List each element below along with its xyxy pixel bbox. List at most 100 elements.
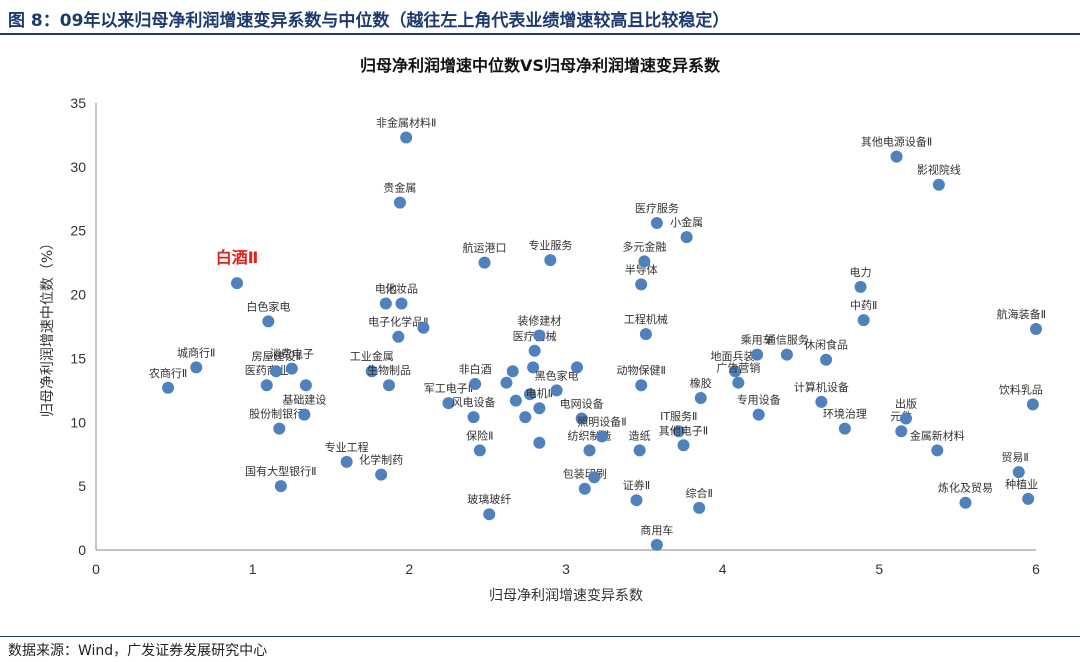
point-label: 饮料乳品 bbox=[999, 382, 1043, 396]
x-tick-label: 0 bbox=[92, 561, 100, 577]
x-axis-title: 归母净利润增速变异系数 bbox=[489, 587, 643, 604]
data-point bbox=[262, 315, 275, 328]
data-point bbox=[527, 361, 540, 374]
data-point bbox=[815, 395, 828, 408]
data-point bbox=[375, 468, 388, 481]
data-point bbox=[932, 178, 945, 191]
data-point bbox=[1030, 323, 1042, 336]
data-point bbox=[285, 362, 298, 375]
data-point bbox=[570, 361, 583, 374]
point-label: 电网设备 bbox=[560, 396, 604, 410]
data-point bbox=[890, 150, 903, 163]
point-label: 橡胶 bbox=[690, 376, 712, 390]
data-point bbox=[635, 379, 648, 392]
data-point bbox=[519, 411, 532, 424]
point-label: 出版 bbox=[895, 396, 917, 410]
x-tick-label: 5 bbox=[875, 561, 883, 577]
point-label: 金属新材料 bbox=[910, 428, 965, 442]
point-label: 其他电子Ⅱ bbox=[659, 424, 708, 437]
data-point bbox=[483, 508, 496, 521]
data-point bbox=[931, 444, 944, 457]
data-point bbox=[393, 196, 406, 209]
point-label: 照明设备Ⅱ bbox=[577, 414, 626, 428]
point-label: 医药商业 bbox=[245, 363, 289, 377]
data-point bbox=[588, 471, 601, 484]
data-point bbox=[509, 394, 522, 407]
data-point bbox=[596, 430, 609, 443]
data-point bbox=[650, 538, 663, 551]
data-point bbox=[732, 376, 745, 389]
data-point bbox=[899, 412, 912, 425]
data-point bbox=[392, 330, 405, 343]
y-tick-label: 5 bbox=[78, 478, 86, 494]
data-point bbox=[340, 455, 353, 468]
point-label: 贸易Ⅱ bbox=[1001, 451, 1028, 464]
data-point bbox=[162, 381, 175, 394]
data-point bbox=[780, 348, 793, 361]
data-point bbox=[365, 365, 378, 378]
data-point bbox=[959, 496, 972, 509]
figure-caption: 图 8：09年以来归母净利润增速变异系数与中位数（越往左上角代表业绩增速较高且比… bbox=[8, 11, 730, 31]
point-label: 专用设备 bbox=[737, 393, 781, 407]
chart-title: 归母净利润增速中位数VS归母净利润增速变异系数 bbox=[360, 56, 721, 75]
point-label: 非白酒 bbox=[459, 362, 492, 376]
data-point bbox=[469, 377, 482, 390]
data-point bbox=[274, 480, 287, 493]
data-point bbox=[633, 444, 646, 457]
point-label: 电力 bbox=[850, 266, 872, 279]
point-label: 国有大型银行Ⅱ bbox=[245, 464, 316, 478]
y-tick-label: 30 bbox=[70, 159, 86, 175]
y-axis-title: 归母净利润增速中位数（%） bbox=[39, 236, 56, 417]
data-point bbox=[630, 494, 643, 507]
point-label: 消费电子 bbox=[270, 347, 314, 361]
point-label: 影视院线 bbox=[917, 163, 961, 177]
data-point bbox=[400, 131, 413, 144]
axis-ticks: 0 5 10 15 20 25 30 35 0 1 2 3 4 5 6 bbox=[70, 95, 1040, 577]
x-tick-label: 1 bbox=[249, 561, 257, 577]
data-point bbox=[1012, 466, 1025, 479]
data-point bbox=[260, 379, 273, 392]
point-label: 广告营销 bbox=[716, 361, 760, 375]
data-point bbox=[693, 501, 706, 514]
data-point bbox=[751, 348, 764, 361]
point-label: 休闲食品 bbox=[804, 338, 848, 352]
point-label: 包装印刷 bbox=[563, 468, 607, 481]
data-point bbox=[752, 408, 765, 421]
point-label: 白酒Ⅱ bbox=[216, 248, 259, 267]
data-point bbox=[854, 280, 867, 293]
point-label: 房屋建设Ⅱ bbox=[251, 349, 300, 363]
point-label: 其他电源设备Ⅱ bbox=[861, 135, 932, 149]
data-point bbox=[190, 361, 203, 374]
data-point bbox=[838, 422, 851, 435]
point-label: 环境治理 bbox=[823, 407, 867, 421]
point-label: 风电设备 bbox=[452, 395, 496, 409]
data-point bbox=[895, 425, 908, 438]
footer-divider bbox=[0, 636, 1080, 637]
point-label: 专业服务 bbox=[528, 238, 572, 252]
x-tick-label: 3 bbox=[562, 561, 570, 577]
data-point bbox=[379, 297, 392, 310]
data-point bbox=[1022, 492, 1035, 505]
point-label: 军工电子Ⅱ bbox=[424, 382, 473, 395]
x-tick-label: 6 bbox=[1032, 561, 1040, 577]
x-tick-label: 2 bbox=[405, 561, 413, 577]
data-point bbox=[578, 482, 591, 495]
data-point bbox=[528, 344, 541, 357]
point-label: 种植业 bbox=[1005, 477, 1038, 491]
data-point bbox=[533, 329, 546, 342]
y-tick-label: 20 bbox=[70, 287, 86, 303]
data-point bbox=[442, 397, 455, 410]
y-tick-label: 15 bbox=[70, 350, 86, 366]
y-tick-label: 25 bbox=[70, 223, 86, 239]
point-label: 工业金属 bbox=[350, 349, 394, 363]
data-point bbox=[820, 353, 833, 366]
data-point bbox=[382, 379, 395, 392]
point-label: 贵金属 bbox=[383, 181, 416, 195]
point-label: 中药Ⅱ bbox=[850, 299, 877, 312]
data-point bbox=[729, 365, 742, 378]
data-point bbox=[575, 412, 588, 425]
header-divider bbox=[0, 33, 1080, 35]
point-label: 非金属材料Ⅱ bbox=[376, 115, 436, 129]
point-label: 黑色家电 bbox=[535, 368, 579, 382]
